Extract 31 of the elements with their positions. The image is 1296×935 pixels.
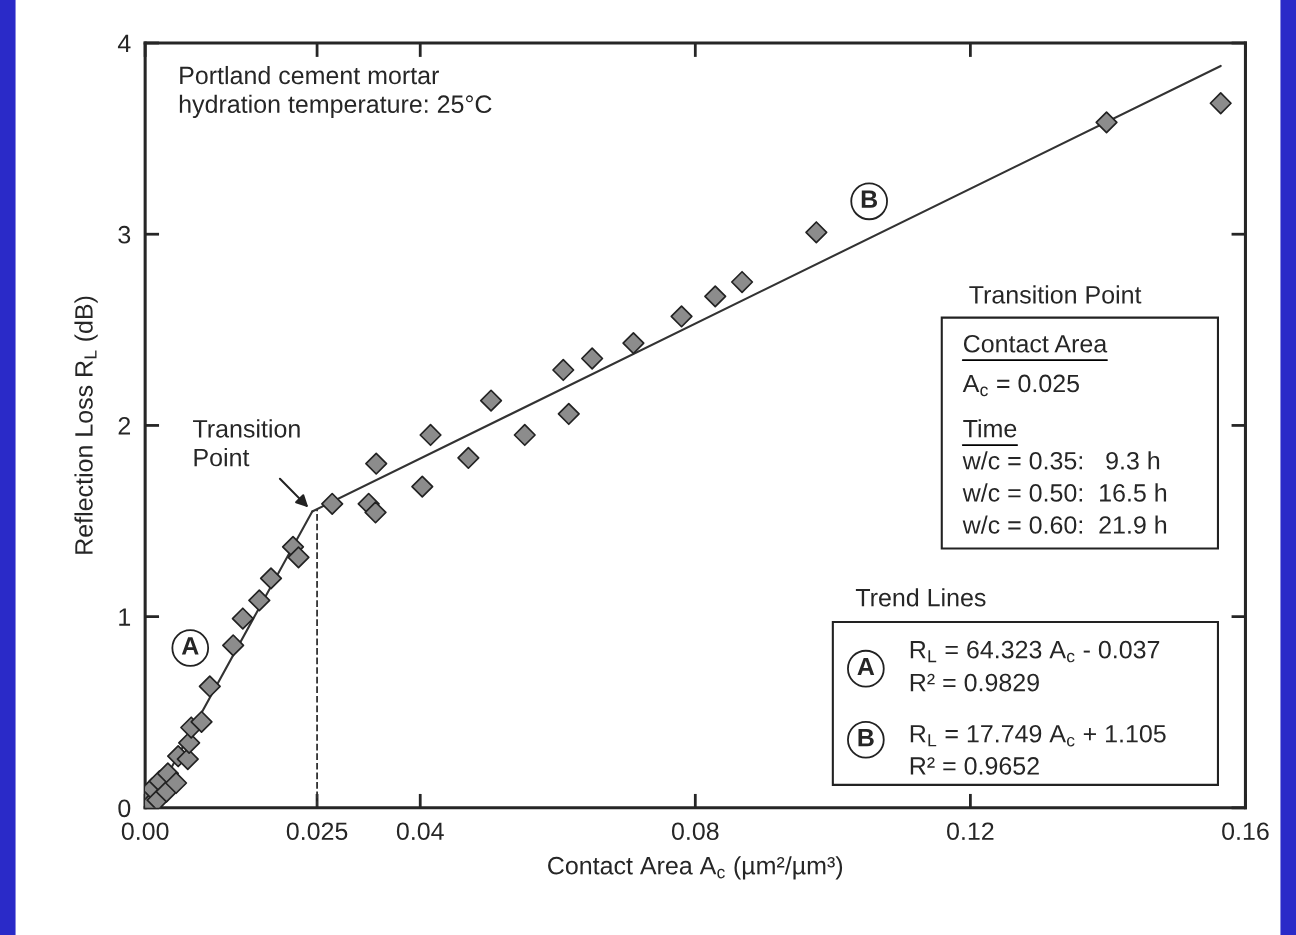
annotation: R² = 0.9829	[910, 673, 1039, 692]
annotation: B	[861, 190, 878, 208]
x-tick-label: 0.16	[1222, 822, 1269, 841]
y-tick-label: 3	[118, 225, 131, 244]
annotation: A	[857, 657, 875, 676]
annotation: A	[181, 637, 199, 655]
annotation: w/c = 0.60: 21.9 h	[962, 515, 1167, 534]
annotation: B	[858, 729, 874, 747]
annotation: Transition Point	[969, 285, 1142, 304]
y-tick-label: 4	[117, 34, 131, 53]
annotation: Trend Lines	[855, 588, 986, 607]
annotation: A$_{c}$ = 0.025	[962, 374, 1079, 397]
x-tick-label: 0.08	[671, 822, 719, 841]
y-tick-label: 2	[118, 417, 131, 435]
annotation: w/c = 0.35: 9.3 h	[962, 451, 1160, 470]
x-tick-label: 0.00	[121, 822, 169, 841]
annotation: Transition Point	[193, 419, 300, 467]
x-axis-title: Contact Area A$_{c}$ (µm²/µm³)	[548, 856, 843, 880]
annotation: R² = 0.9652	[910, 757, 1039, 775]
y-tick-label: 0	[118, 799, 131, 818]
x-tick-label: 0.12	[947, 822, 994, 841]
x-tick-label: 0.025	[286, 822, 348, 841]
x-tick-label: 0.04	[396, 822, 444, 841]
annotation: R$_{L}$ = 64.323 A$_{c}$ - 0.037	[910, 640, 1160, 663]
annotation: R$_{L}$ = 17.749 A$_{c}$ + 1.105	[910, 724, 1166, 747]
annotation: w/c = 0.50: 16.5 h	[962, 483, 1167, 502]
y-tick-label: 1	[119, 608, 131, 626]
annotation: Contact Area	[963, 334, 1108, 353]
y-axis-title: Reflection Loss R$_{L}$ (dB)	[74, 296, 98, 554]
annotation: Time	[963, 419, 1017, 438]
annotation: Portland cement mortar hydration temperature: 25°C	[179, 65, 492, 118]
